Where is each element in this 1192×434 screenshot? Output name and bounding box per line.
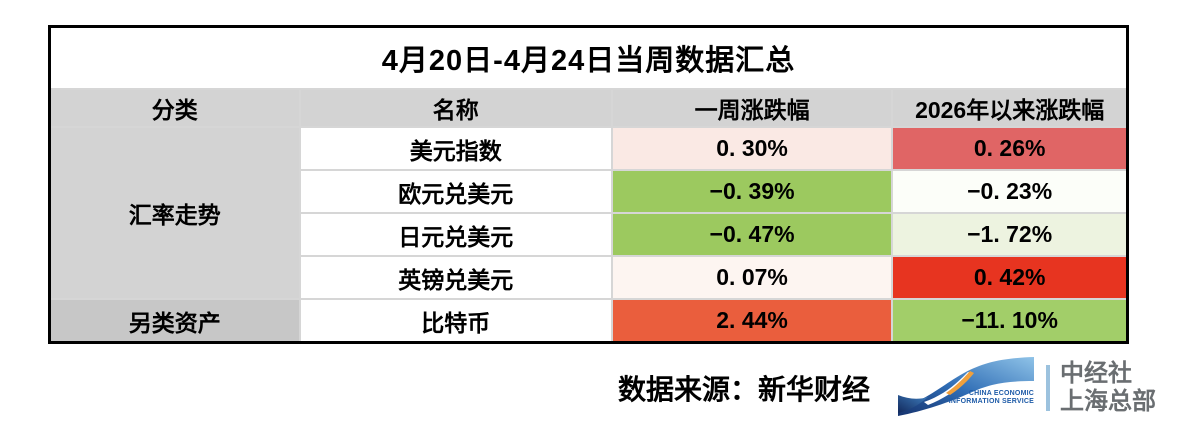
name-cell: 美元指数 [300, 128, 611, 169]
week-change-cell: −0. 39% [612, 171, 892, 212]
footer: 数据来源：新华财经 [618, 352, 1156, 424]
table-title: 4月20日-4月24日当周数据汇总 [51, 28, 1126, 88]
column-header-ytd-change: 2026年以来涨跌幅 [893, 90, 1126, 126]
data-source-label: 数据来源：新华财经 [617, 374, 870, 405]
logo-divider [1046, 365, 1050, 411]
week-change-cell: 0. 30% [612, 128, 892, 169]
name-cell: 比特币 [300, 300, 611, 341]
category-cell-alternative-assets: 另类资产 [51, 300, 299, 341]
category-cell-fx: 汇率走势 [51, 128, 299, 298]
ceis-swoosh-logo-icon: CHINA ECONOMIC INFORMATION SERVICE [894, 355, 1036, 421]
column-header-name: 名称 [300, 90, 611, 126]
weekly-data-summary-table: 4月20日-4月24日当周数据汇总 分类 名称 一周涨跌幅 2026年以来涨跌幅… [48, 25, 1129, 344]
week-change-cell: −0. 47% [612, 214, 892, 255]
ytd-change-cell: −11. 10% [893, 300, 1126, 341]
ytd-change-cell: −1. 72% [893, 214, 1126, 255]
name-cell: 英镑兑美元 [300, 257, 611, 298]
week-change-cell: 2. 44% [612, 300, 892, 341]
ceis-chinese-name: 中经社 上海总部 [1060, 359, 1156, 415]
week-change-cell: 0. 07% [612, 257, 892, 298]
ceis-logo: CHINA ECONOMIC INFORMATION SERVICE 中经社 上… [894, 355, 1156, 421]
column-header-category: 分类 [51, 90, 299, 126]
ceis-english-name: CHINA ECONOMIC INFORMATION SERVICE [948, 389, 1034, 406]
name-cell: 日元兑美元 [300, 214, 611, 255]
name-cell: 欧元兑美元 [300, 171, 611, 212]
ytd-change-cell: 0. 42% [893, 257, 1126, 298]
ytd-change-cell: −0. 23% [893, 171, 1126, 212]
ytd-change-cell: 0. 26% [893, 128, 1126, 169]
column-header-week-change: 一周涨跌幅 [612, 90, 892, 126]
